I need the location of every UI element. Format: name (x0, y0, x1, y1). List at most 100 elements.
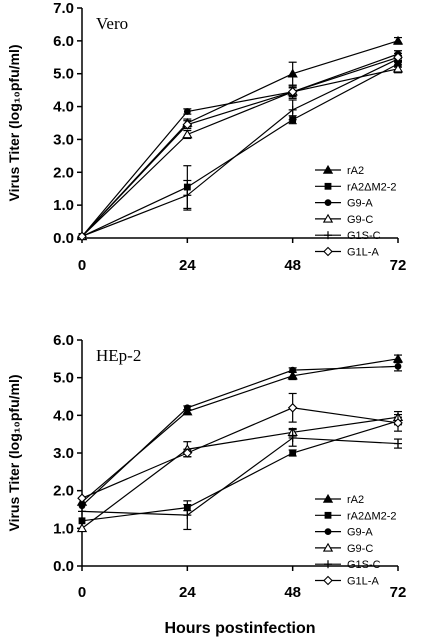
y-axis-title: Virus Titer (log₁₀pfu/ml) (6, 374, 22, 531)
series-line (81, 58, 399, 237)
chart-panel-1: 0.0 1.0 2.0 3.0 4.0 5.0 6.0 7.0 0 24 48 72 Virus Tit… (6, 0, 406, 274)
series-open-diamond (77, 52, 403, 242)
legend-marker (324, 231, 332, 240)
x-tick-label: 0 (78, 584, 86, 601)
series-line (81, 407, 399, 499)
legend-label: G1S-C (347, 230, 381, 242)
legend-marker (324, 182, 332, 190)
y-tick-label: 1.0 (53, 520, 74, 537)
series-line (81, 56, 399, 237)
data-point (76, 523, 88, 533)
legend-marker (322, 164, 334, 174)
legend-label: rA2 (347, 494, 364, 506)
legend-label: G9-C (347, 214, 373, 226)
series-filled-circle (78, 361, 402, 510)
legend-item: G9-A (315, 198, 373, 210)
legend-marker (323, 246, 333, 257)
x-tick-label: 48 (284, 584, 301, 601)
data-point (77, 493, 87, 503)
x-tick-label: 48 (284, 257, 301, 274)
legend-item: G1L-A (315, 247, 379, 259)
legend-marker (324, 511, 332, 519)
y-tick-label: 6.0 (53, 332, 74, 349)
legend-item: G1S-C (315, 230, 381, 242)
legend-label: G9-C (347, 543, 373, 555)
legend-label: G1L-A (347, 576, 379, 588)
legend-marker (324, 560, 332, 569)
series-line (81, 365, 399, 507)
series-filled-square (78, 59, 402, 240)
data-point (182, 129, 193, 139)
y-tick-label: 5.0 (53, 370, 74, 387)
legend-item: G9-C (315, 542, 373, 555)
series-plus (78, 429, 402, 531)
series-line (81, 63, 399, 237)
series-open-diamond (77, 392, 403, 503)
legend-label: G9-A (347, 527, 373, 539)
data-point (183, 191, 192, 200)
data-point (183, 108, 191, 115)
legend-item: rA2 (315, 164, 364, 177)
y-tick-label: 0.0 (53, 230, 74, 247)
y-tick-label: 6.0 (53, 33, 74, 50)
panel-title: Vero (96, 14, 128, 33)
series-filled-square (78, 416, 402, 525)
x-tick-label: 0 (78, 257, 86, 274)
legend-item: G9-C (315, 213, 373, 226)
data-point (394, 362, 402, 370)
series-line (81, 437, 399, 516)
data-point (289, 449, 297, 457)
legend-label: G9-A (347, 198, 373, 210)
data-point (393, 52, 403, 63)
y-tick-label: 5.0 (53, 66, 74, 83)
y-tick-label: 4.0 (53, 407, 74, 424)
data-point (392, 35, 404, 45)
legend-label: G1S-C (347, 559, 381, 571)
legend-item: rA2ΔM2-2 (315, 181, 397, 193)
y-axis-title: Virus Titer (log₁₀pfu/ml) (6, 44, 22, 201)
data-point (78, 507, 86, 516)
y-tick-label: 1.0 (53, 197, 74, 214)
x-tick-label: 72 (390, 257, 407, 274)
data-point (394, 439, 402, 448)
data-point (392, 353, 404, 363)
data-point (183, 404, 191, 412)
data-point (289, 366, 297, 374)
legend-item: G1S-C (315, 559, 381, 571)
legend-marker (323, 575, 333, 586)
legend-label: rA2ΔM2-2 (347, 510, 397, 522)
series-line (81, 416, 399, 529)
series-plus (78, 54, 402, 241)
legend-item: rA2ΔM2-2 (315, 510, 397, 522)
legend-label: rA2ΔM2-2 (347, 181, 397, 193)
series-line (81, 420, 399, 522)
x-tick-label: 72 (390, 584, 407, 601)
data-point (288, 105, 297, 114)
data-point (393, 418, 403, 428)
y-tick-label: 4.0 (53, 99, 74, 116)
data-point (182, 448, 193, 458)
y-tick-label: 2.0 (53, 483, 74, 500)
series-line (81, 53, 399, 237)
x-axis-title: Hours postinfection (164, 620, 315, 637)
legend-marker (324, 199, 332, 207)
series-line (81, 68, 399, 237)
y-tick-label: 3.0 (53, 131, 74, 148)
legend-label: rA2 (347, 165, 364, 177)
legend-item: G1L-A (315, 576, 379, 588)
data-point (287, 87, 298, 97)
data-point (183, 511, 192, 520)
legend-item: G9-A (315, 527, 373, 539)
data-point (287, 68, 298, 78)
data-point (287, 370, 298, 380)
y-tick-label: 2.0 (53, 164, 74, 181)
data-point (78, 517, 86, 525)
data-point (77, 231, 87, 242)
legend-item: rA2 (315, 493, 364, 506)
legend-label: G1L-A (347, 247, 379, 259)
legend-marker (322, 542, 334, 552)
legend-marker (324, 528, 332, 535)
data-point (287, 403, 298, 413)
data-point (78, 502, 86, 510)
